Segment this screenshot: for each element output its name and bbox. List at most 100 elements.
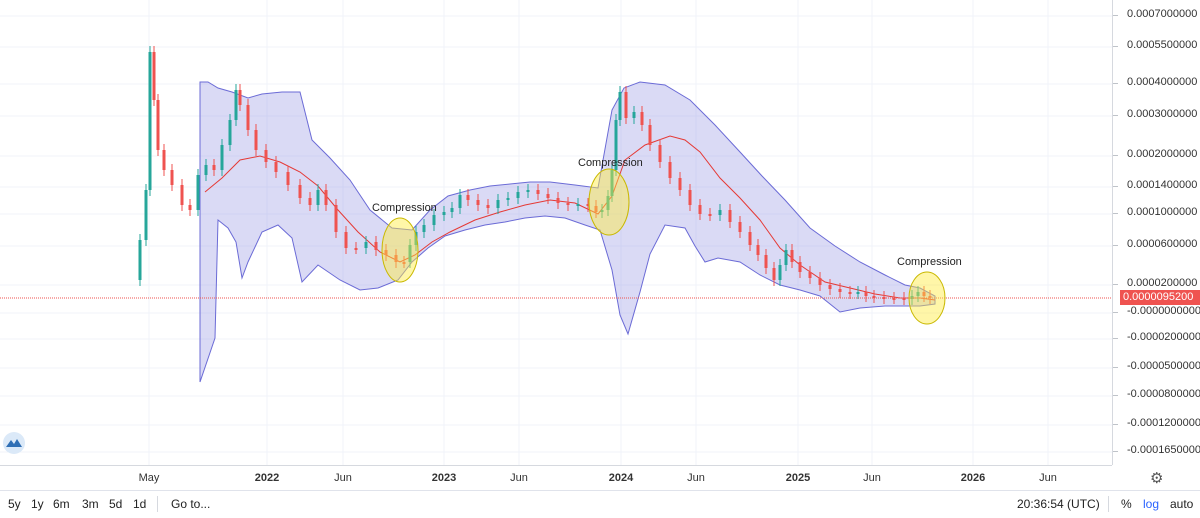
candle-body xyxy=(220,145,224,170)
candle-body xyxy=(892,298,896,300)
price-tick-label: 0.0002000000 xyxy=(1112,148,1198,160)
candle-body xyxy=(138,240,142,280)
range-1y-button[interactable]: 1y xyxy=(31,497,44,511)
candle-body xyxy=(506,198,510,200)
candle-body xyxy=(162,150,166,170)
gear-icon[interactable]: ⚙ xyxy=(1150,470,1164,487)
compression-annotation-1: Compression xyxy=(372,202,437,214)
candle-body xyxy=(798,262,802,272)
time-tick-label: 2022 xyxy=(254,472,280,484)
price-tick-label: -0.0000000000 xyxy=(1112,305,1200,317)
candle-body xyxy=(546,194,550,198)
compression-annotation-2: Compression xyxy=(578,157,643,169)
candle-body xyxy=(668,162,672,178)
price-tick-label: -0.0000800000 xyxy=(1112,388,1200,400)
candle-body xyxy=(718,210,722,215)
candle-body xyxy=(526,190,530,192)
price-tick-label: 0.0001400000 xyxy=(1112,179,1198,191)
grid-lines xyxy=(0,0,1112,465)
compression-annotation-3: Compression xyxy=(897,256,962,268)
time-tick-label: Jun xyxy=(334,472,352,484)
time-tick-label: Jun xyxy=(863,472,881,484)
compression-highlight-3 xyxy=(908,271,946,325)
candle-body xyxy=(144,190,148,240)
candle-body xyxy=(614,120,618,170)
candle-body xyxy=(170,170,174,185)
price-tick-label: -0.0000200000 xyxy=(1112,331,1200,343)
candle-body xyxy=(688,190,692,205)
candle-body xyxy=(458,195,462,208)
candle-body xyxy=(298,185,302,198)
candle-body xyxy=(324,190,328,205)
go-to-button[interactable]: Go to... xyxy=(171,497,211,511)
candle-body xyxy=(772,268,776,280)
time-tick-label: 2023 xyxy=(431,472,457,484)
candle-body xyxy=(728,210,732,222)
range-1d-button[interactable]: 1d xyxy=(133,497,147,511)
candle-body xyxy=(156,100,160,150)
candle-body xyxy=(756,245,760,255)
candle-body xyxy=(848,292,852,294)
candle-body xyxy=(254,130,258,150)
candle-body xyxy=(234,90,238,120)
candle-body xyxy=(408,245,412,262)
candle-body xyxy=(648,125,652,145)
range-5d-button[interactable]: 5d xyxy=(109,497,123,511)
bottom-toolbar: 5y 1y 6m 3m 5d 1d Go to... 20:36:54 (UTC… xyxy=(0,490,1200,518)
candle-body xyxy=(698,205,702,214)
log-scale-button[interactable]: log xyxy=(1143,497,1160,511)
candle-body xyxy=(594,206,598,212)
percent-scale-button[interactable]: % xyxy=(1121,497,1132,511)
candle-body xyxy=(496,200,500,208)
candle-body xyxy=(678,178,682,190)
candle-body xyxy=(316,190,320,205)
price-candles xyxy=(138,46,932,305)
range-3m-button[interactable]: 3m xyxy=(82,497,99,511)
candle-body xyxy=(204,165,208,175)
candle-body xyxy=(764,255,768,268)
candle-body xyxy=(928,296,932,298)
time-tick-label: 2024 xyxy=(608,472,634,484)
candle-body xyxy=(466,195,470,200)
range-5y-button[interactable]: 5y xyxy=(8,497,21,511)
tradingview-logo-icon[interactable] xyxy=(3,432,25,454)
price-tick-label: -0.0001200000 xyxy=(1112,417,1200,429)
range-6m-button[interactable]: 6m xyxy=(53,497,70,511)
candle-body xyxy=(516,192,520,198)
time-axis[interactable]: May 2022 Jun 2023 Jun 2024 Jun 2025 Jun 2026 Jun xyxy=(0,465,1112,491)
time-tick-label: Jun xyxy=(687,472,705,484)
candle-body xyxy=(486,205,490,208)
compression-highlight-2 xyxy=(588,168,630,236)
candle-body xyxy=(556,198,560,203)
candle-body xyxy=(188,205,192,210)
candle-body xyxy=(442,212,446,215)
candle-body xyxy=(624,92,628,118)
candle-body xyxy=(264,150,268,162)
candle-body xyxy=(246,105,250,130)
candle-body xyxy=(828,285,832,289)
candle-body xyxy=(180,185,184,205)
candle-body xyxy=(414,232,418,245)
candle-body xyxy=(864,292,868,296)
candle-body xyxy=(618,92,622,120)
candle-body xyxy=(790,250,794,262)
candle-body xyxy=(872,296,876,298)
price-tick-label: 0.0001000000 xyxy=(1112,206,1198,218)
bollinger-band-area xyxy=(199,81,936,383)
price-tick-label: 0.0000600000 xyxy=(1112,238,1198,250)
candle-body xyxy=(238,90,242,105)
candle-body xyxy=(212,165,216,170)
candle-body xyxy=(748,232,752,245)
candle-body xyxy=(422,225,426,232)
price-axis[interactable]: 0.0007000000 0.0005500000 0.0004000000 0.00… xyxy=(1112,0,1200,465)
candle-body xyxy=(600,210,604,212)
candle-body xyxy=(610,170,614,196)
toolbar-divider xyxy=(1108,496,1109,512)
auto-scale-button[interactable]: auto xyxy=(1170,497,1194,511)
candle-body xyxy=(838,289,842,292)
candle-body xyxy=(152,52,156,100)
chart-plot-area[interactable]: Compression Compression Compression xyxy=(0,0,1112,465)
price-tick-label: -0.0000500000 xyxy=(1112,360,1200,372)
candle-body xyxy=(228,120,232,145)
candle-body xyxy=(778,265,782,280)
